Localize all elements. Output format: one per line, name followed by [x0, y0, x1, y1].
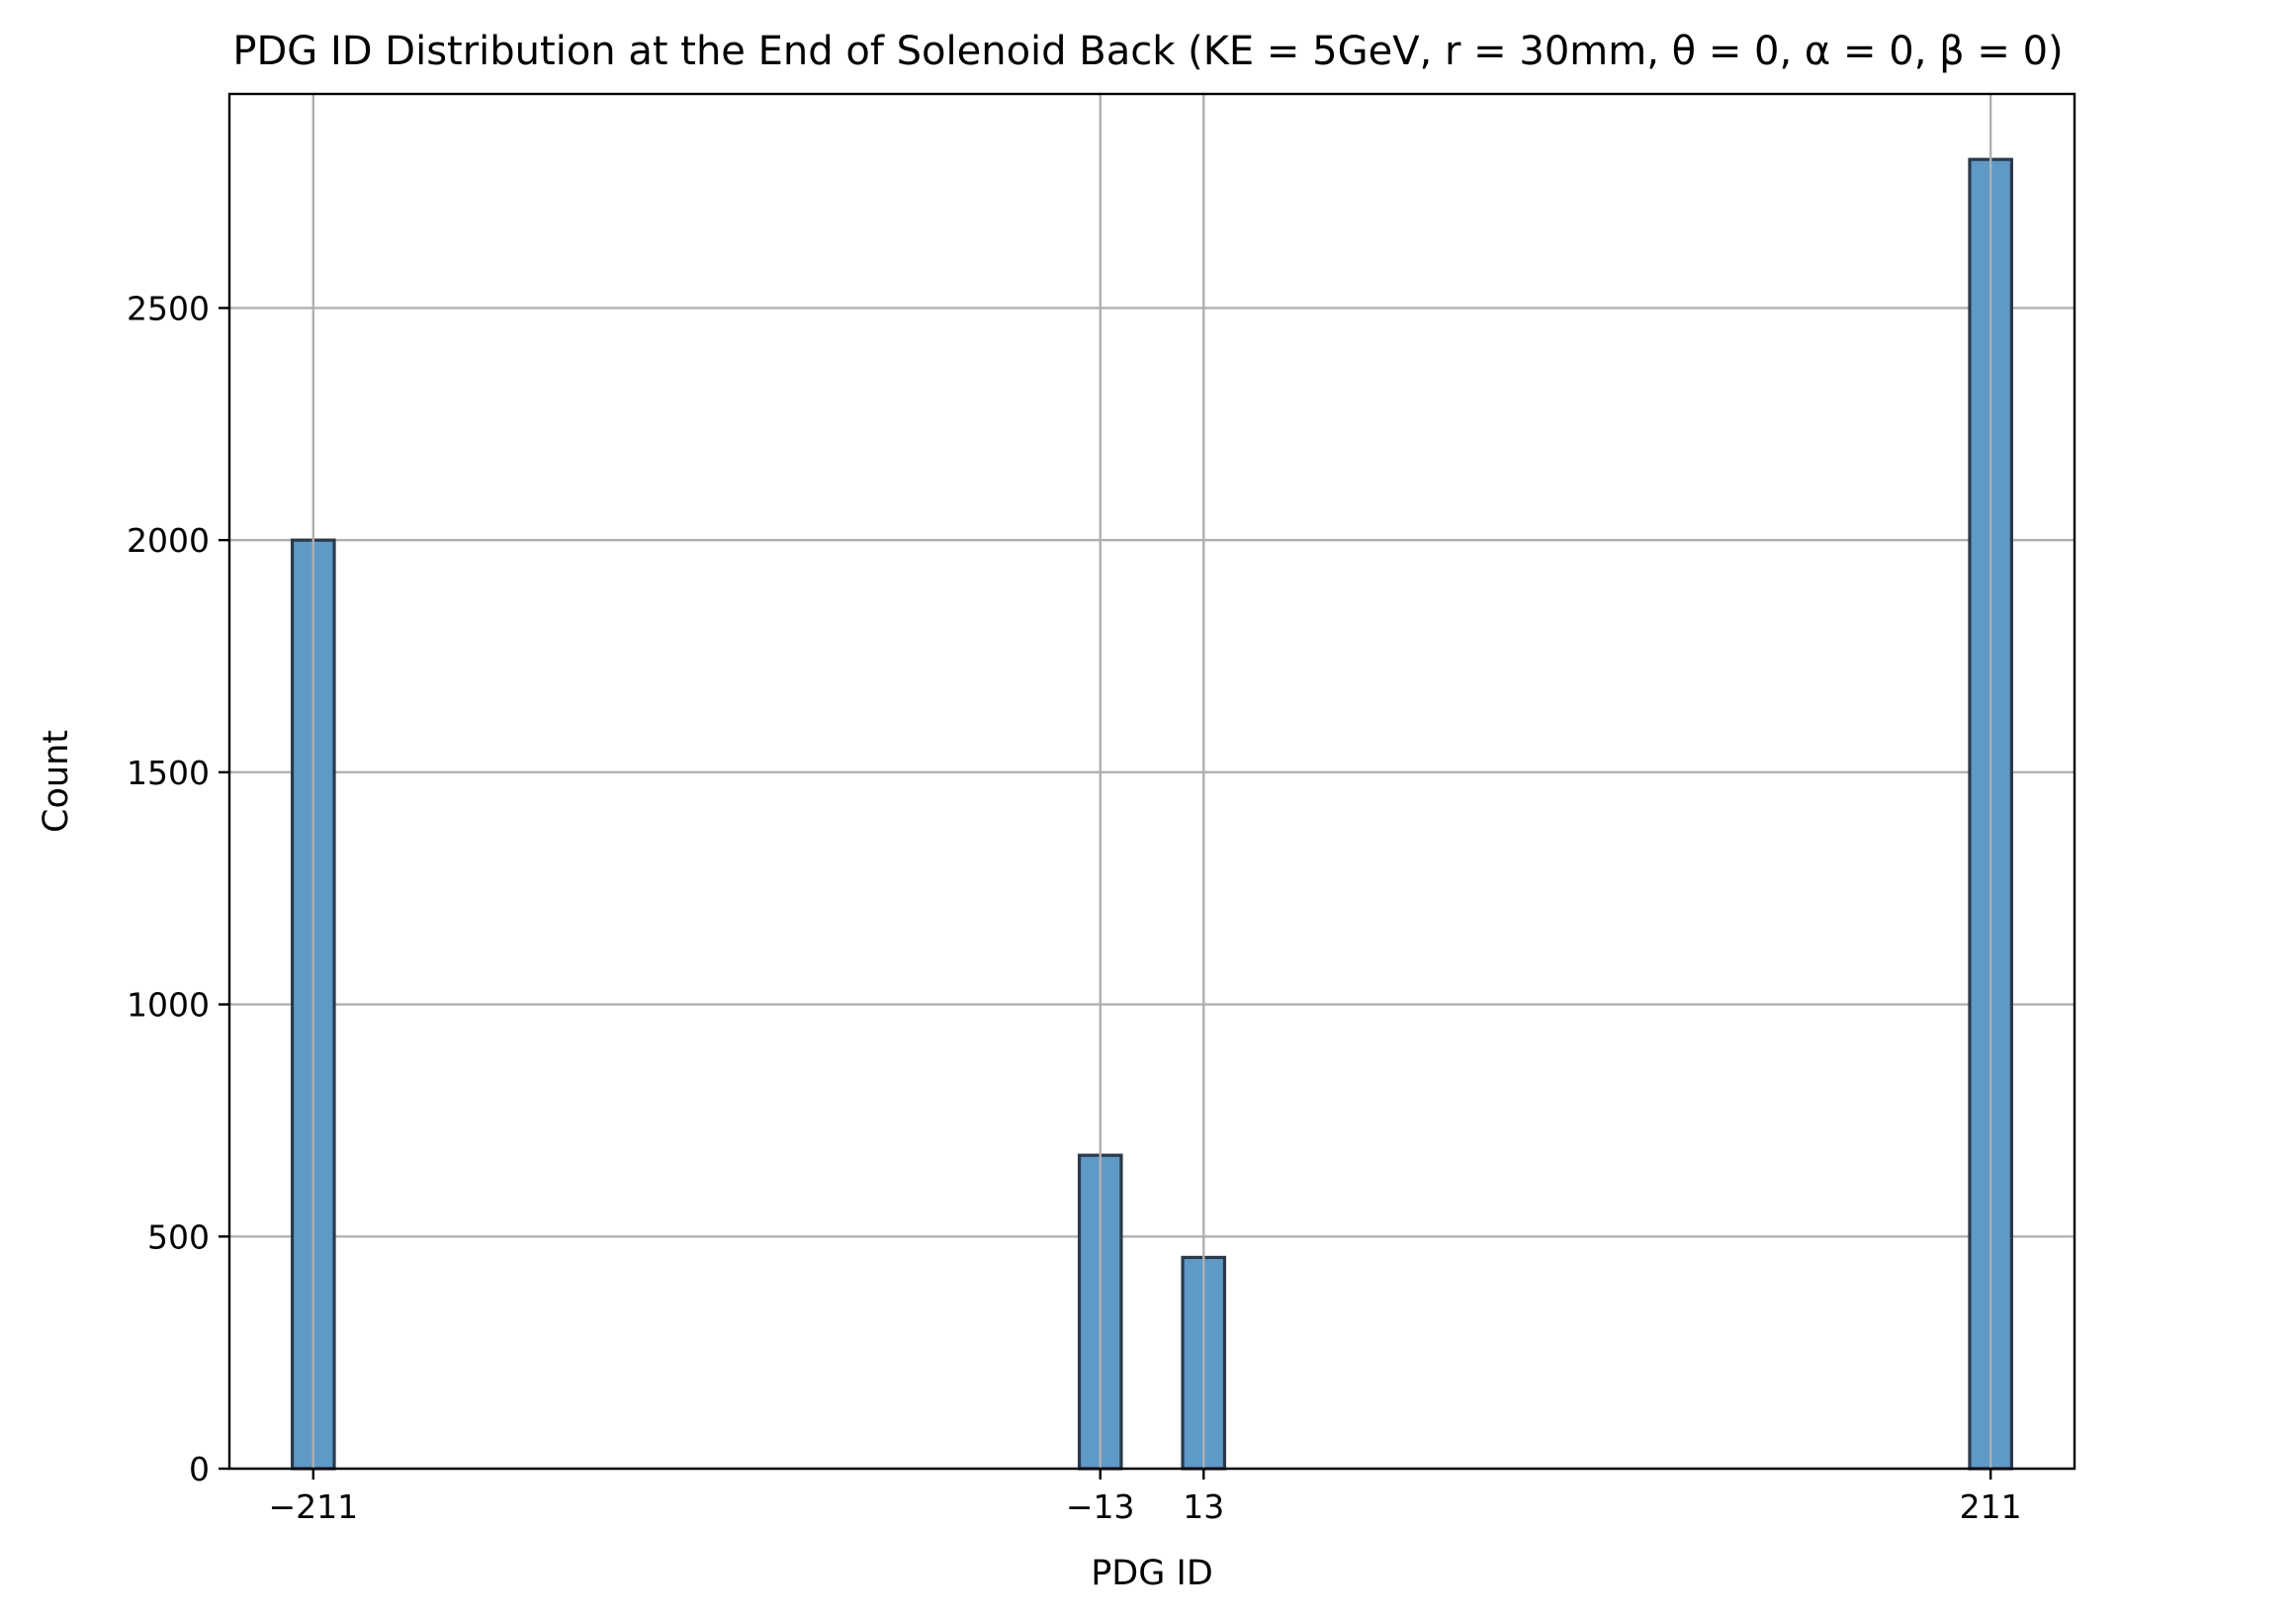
- x-tick-label: −13: [1066, 1487, 1135, 1526]
- y-tick-label: 1000: [127, 986, 210, 1025]
- plot-frame: [227, 92, 2076, 1471]
- y-tick-label: 1500: [127, 754, 210, 792]
- x-tick-label: −211: [268, 1487, 358, 1526]
- chart-title: PDG ID Distribution at the End of Soleno…: [232, 29, 2063, 74]
- x-axis-label: PDG ID: [1091, 1554, 1213, 1593]
- bars: [291, 94, 2013, 1471]
- x-tick-label: 211: [1960, 1487, 2022, 1526]
- y-tick-label: 2000: [127, 521, 210, 560]
- grid: [229, 307, 2075, 1471]
- x-axis-ticks: −211 −13 13 211: [268, 1469, 2022, 1526]
- y-tick-label: 0: [189, 1450, 210, 1488]
- y-tick-label: 2500: [127, 289, 210, 327]
- y-tick-label: 500: [147, 1217, 210, 1256]
- x-tick-label: 13: [1183, 1487, 1224, 1526]
- y-axis-label: Count: [37, 730, 76, 833]
- y-axis-ticks: 0 500 1000 1500 2000 2500: [127, 289, 229, 1488]
